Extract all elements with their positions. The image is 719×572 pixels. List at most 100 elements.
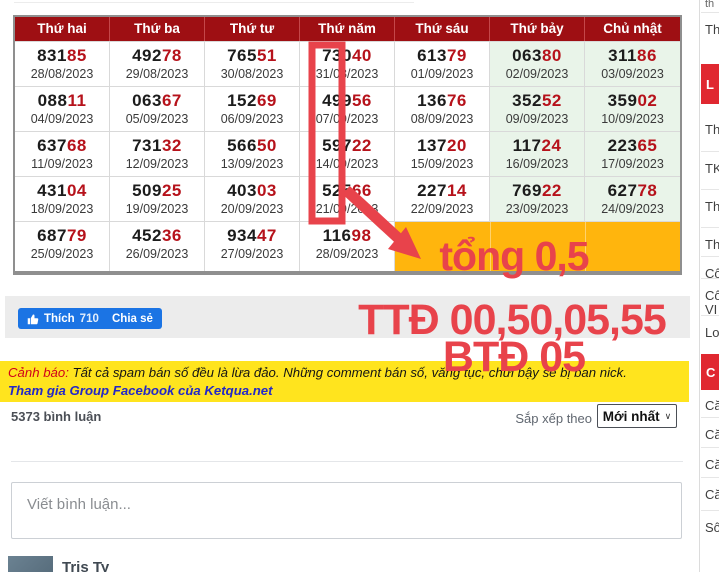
result-date: 09/09/2023 <box>505 112 569 126</box>
sidebar-item[interactable]: Th <box>705 22 719 37</box>
result-date: 07/09/2023 <box>315 112 379 126</box>
result-number-tail: 24 <box>541 136 562 155</box>
result-number: 62778 <box>607 181 658 200</box>
sidebar-item[interactable]: Cô <box>705 266 719 281</box>
result-number: 61379 <box>417 46 467 65</box>
result-number: 76922 <box>512 181 562 200</box>
result-cell: 62778 24/09/2023 <box>585 176 680 221</box>
result-date: 10/09/2023 <box>601 112 664 126</box>
result-number: 15269 <box>227 91 277 110</box>
result-date: 25/09/2023 <box>30 247 94 261</box>
result-date: 28/08/2023 <box>30 67 94 81</box>
result-cell: 50925 19/09/2023 <box>110 176 205 221</box>
result-cell: 73132 12/09/2023 <box>110 131 205 176</box>
result-number-tail: 47 <box>256 226 277 245</box>
result-number-tail: 03 <box>256 181 277 200</box>
sidebar-divider <box>701 510 719 511</box>
result-number: 13676 <box>417 91 467 110</box>
result-cell: 59722 14/09/2023 <box>300 131 395 176</box>
result-number-tail: 11 <box>67 91 87 110</box>
commenter-avatar[interactable] <box>8 556 53 572</box>
warning-prefix: Cảnh báo: <box>8 365 69 380</box>
sidebar-item[interactable]: Că <box>705 487 719 502</box>
result-date: 22/09/2023 <box>410 202 474 216</box>
commenter-name[interactable]: Trịs Ty <box>62 559 110 572</box>
annotation-ttd: TTĐ 00,50,05,55 <box>358 296 667 344</box>
result-date: 05/09/2023 <box>125 112 189 126</box>
share-button[interactable]: Chia sẻ <box>103 308 162 329</box>
result-number-tail: 22 <box>541 181 562 200</box>
day-header: Thứ ba <box>110 17 205 41</box>
sidebar-divider <box>701 12 719 13</box>
sidebar-promo-badge[interactable]: C <box>701 354 719 390</box>
result-date: 29/08/2023 <box>125 67 189 81</box>
result-number: 73132 <box>132 136 182 155</box>
sort-value: Mới nhất <box>602 408 660 424</box>
result-number: 63768 <box>37 136 87 155</box>
result-cell: 31186 03/09/2023 <box>585 41 680 86</box>
result-number: 08811 <box>37 91 87 110</box>
result-cell: 06380 02/09/2023 <box>490 41 585 86</box>
result-number: 68779 <box>37 226 87 245</box>
annotation-sum: tổng 0,5 <box>439 233 589 279</box>
sidebar-item[interactable]: Th <box>705 122 719 137</box>
result-number-tail: 98 <box>351 226 372 245</box>
sidebar-item[interactable]: Lo <box>705 325 719 340</box>
result-date: 02/09/2023 <box>505 67 569 81</box>
sidebar-item[interactable]: TK <box>705 161 719 176</box>
sort-dropdown[interactable]: Mới nhất ∨ <box>597 404 677 428</box>
result-number-tail: 25 <box>161 181 182 200</box>
result-number: 49278 <box>132 46 182 65</box>
sidebar-item[interactable]: Că <box>705 427 719 442</box>
sidebar-divider <box>701 227 719 228</box>
sidebar-item[interactable]: Th <box>705 199 719 214</box>
result-number-tail: 79 <box>66 226 87 245</box>
sidebar-item[interactable]: Cô <box>705 288 719 303</box>
result-cell: 13676 08/09/2023 <box>395 86 490 131</box>
result-number: 11724 <box>512 136 562 155</box>
result-date: 11/09/2023 <box>31 157 93 171</box>
result-number-tail: 67 <box>161 91 182 110</box>
sidebar-divider <box>701 447 719 448</box>
result-number-tail: 50 <box>256 136 277 155</box>
result-date: 26/09/2023 <box>125 247 189 261</box>
result-date: 14/09/2023 <box>315 157 379 171</box>
result-number-tail: 78 <box>161 46 182 65</box>
like-button[interactable]: Thích 710 <box>18 308 108 329</box>
sidebar-divider <box>701 278 719 279</box>
result-number: 06367 <box>132 91 182 110</box>
day-header: Thứ sáu <box>395 17 490 41</box>
result-date: 21/09/2023 <box>315 202 379 216</box>
comment-input[interactable] <box>11 482 682 539</box>
result-date: 31/08/2023 <box>315 67 379 81</box>
result-number-tail: 02 <box>637 91 658 110</box>
sidebar-item[interactable]: Th <box>705 237 719 252</box>
sidebar-item[interactable]: Că <box>705 398 719 413</box>
result-number-tail: 66 <box>351 181 372 200</box>
result-date: 13/09/2023 <box>220 157 284 171</box>
result-number-tail: 68 <box>66 136 87 155</box>
result-cell: 35252 09/09/2023 <box>490 86 585 131</box>
result-cell: 68779 25/09/2023 <box>15 221 110 271</box>
comment-count: 5373 bình luận <box>11 409 102 424</box>
result-cell: 63768 11/09/2023 <box>15 131 110 176</box>
sidebar-promo-badge[interactable]: L <box>701 64 719 104</box>
result-number-tail: 20 <box>446 136 467 155</box>
result-number-tail: 40 <box>351 46 372 65</box>
sidebar-item[interactable]: VI <box>705 302 718 317</box>
result-cell: 08811 04/09/2023 <box>15 86 110 131</box>
result-cell: 49278 29/08/2023 <box>110 41 205 86</box>
result-cell: 40303 20/09/2023 <box>205 176 300 221</box>
result-number: 13720 <box>417 136 467 155</box>
summary-cell <box>395 221 680 271</box>
result-cell: 35902 10/09/2023 <box>585 86 680 131</box>
sidebar-item[interactable]: Sô <box>705 520 719 535</box>
comments-divider <box>11 461 683 462</box>
result-number-tail: 80 <box>541 46 562 65</box>
facebook-group-link[interactable]: Tham gia Group Facebook của Ketqua.net <box>8 383 273 398</box>
sidebar-item[interactable]: th <box>705 0 715 10</box>
result-number-tail: 86 <box>637 46 657 65</box>
result-number-tail: 65 <box>637 136 658 155</box>
sidebar-item[interactable]: Că <box>705 457 719 472</box>
result-number-tail: 76 <box>446 91 467 110</box>
